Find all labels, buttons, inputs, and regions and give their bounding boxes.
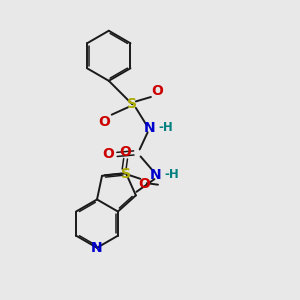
- Text: O: O: [151, 84, 163, 98]
- Text: -H: -H: [158, 121, 173, 134]
- Text: N: N: [91, 241, 103, 255]
- Text: S: S: [121, 167, 131, 181]
- Text: O: O: [138, 176, 150, 190]
- Text: O: O: [102, 147, 114, 161]
- Text: O: O: [98, 115, 110, 129]
- Text: S: S: [127, 98, 137, 111]
- Text: N: N: [150, 168, 162, 182]
- Text: -H: -H: [164, 168, 179, 181]
- Text: N: N: [144, 121, 156, 135]
- Text: O: O: [120, 145, 131, 159]
